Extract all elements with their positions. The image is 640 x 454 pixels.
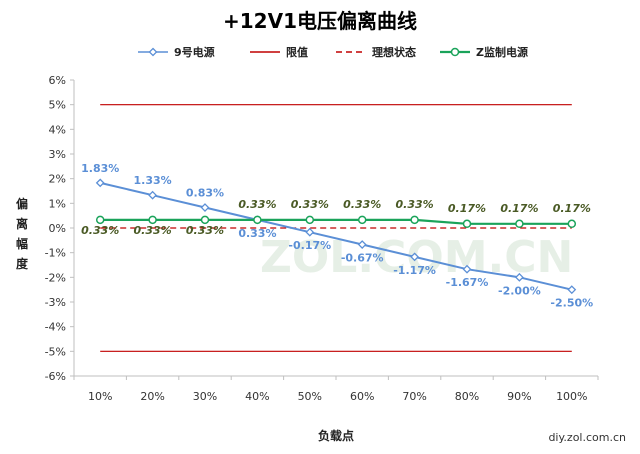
x-tick-label: 40% [245, 390, 269, 403]
x-tick-label: 10% [88, 390, 112, 403]
y-tick-label: -2% [45, 271, 66, 284]
z-series-point [305, 215, 315, 225]
y-axis-title-char: 幅 [16, 236, 28, 251]
z-data-label: 0.33% [396, 198, 434, 211]
y-tick-label: 3% [49, 148, 66, 161]
z-data-label: 0.33% [186, 224, 224, 237]
9hao-series-point [200, 203, 210, 212]
z-series-point [95, 215, 105, 225]
z-data-label: 0.17% [500, 202, 538, 215]
legend-item: Z监制电源 [440, 45, 528, 59]
x-tick-label: 20% [140, 390, 164, 403]
z-data-label: 0.33% [134, 224, 172, 237]
z-data-label: 0.33% [81, 224, 119, 237]
limit-lines [100, 104, 572, 352]
x-tick-label: 50% [298, 390, 322, 403]
y-tick-label: 1% [49, 197, 66, 210]
y-tick-label: -6% [45, 370, 66, 383]
x-tick-label: 30% [193, 390, 217, 403]
chart-title: +12V1电压偏离曲线 [223, 9, 417, 33]
9hao-series-point [410, 252, 420, 262]
legend-item: 理想状态 [336, 45, 416, 59]
9hao-series-point [305, 227, 315, 237]
9hao-series-line [99, 181, 573, 291]
z-series-point [253, 215, 262, 225]
x-tick-label: 60% [350, 390, 374, 403]
y-tick-label: -1% [45, 247, 66, 260]
z-series-point [462, 219, 472, 229]
z-series-point [357, 215, 367, 225]
9hao-data-label: -1.67% [446, 276, 489, 289]
x-tick-label: 70% [402, 390, 426, 403]
9hao-series-point [514, 272, 524, 282]
source-label: diy.zol.com.cn [548, 431, 626, 444]
9hao-data-label: 1.83% [81, 162, 119, 175]
9hao-series-point [462, 264, 472, 274]
series-9hao [95, 178, 577, 295]
legend-circle-marker [450, 47, 460, 57]
x-axis-title: 负载点 [318, 428, 354, 443]
9hao-data-label: -0.67% [341, 252, 384, 265]
series-z [95, 215, 577, 229]
axes: -6% -5% -4% -3% -2% -1% 0% 1% 2% 3% 4% 5% 6% 10% 20% 30… [45, 74, 599, 403]
y-tick-label: 0% [49, 222, 66, 235]
data-labels: 1.83% 1.33% 0.83% 0.33% -0.17% -0.67% -1.17% -1… [81, 162, 593, 310]
y-axis-title-char: 离 [16, 216, 28, 231]
y-tick-label: -4% [45, 321, 66, 334]
x-tick-label: 100% [556, 390, 587, 403]
z-data-label: 0.33% [343, 198, 381, 211]
9hao-series-point [567, 285, 577, 295]
z-series-point [410, 215, 419, 225]
9hao-data-label: 0.33% [238, 227, 276, 240]
legend: 9号电源 限值 理想状态 Z监制电源 [138, 45, 528, 59]
9hao-data-label: -0.17% [288, 239, 331, 252]
z-data-label: 0.17% [448, 202, 486, 215]
z-data-label: 0.17% [553, 202, 591, 215]
legend-label: 限值 [286, 45, 308, 59]
9hao-data-label: -1.17% [393, 264, 436, 277]
legend-diamond-marker [148, 47, 158, 57]
y-axis-title-char: 偏 [16, 196, 28, 211]
y-axis-title-char: 度 [16, 256, 29, 271]
y-tick-label: 6% [49, 74, 66, 87]
x-axis-label: 负载点 [318, 428, 354, 443]
legend-label: 9号电源 [174, 45, 215, 59]
z-series-point [515, 219, 524, 229]
z-series-point [148, 215, 157, 225]
z-data-label: 0.33% [238, 198, 276, 211]
z-series-point [567, 219, 577, 229]
legend-label: Z监制电源 [476, 45, 528, 59]
legend-item: 限值 [250, 45, 308, 59]
x-tick-label: 80% [455, 390, 479, 403]
9hao-data-label: -2.00% [498, 284, 541, 297]
x-tick-label: 90% [507, 390, 531, 403]
9hao-data-label: 1.33% [134, 174, 172, 187]
9hao-series-point [95, 178, 105, 188]
z-data-label: 0.33% [291, 198, 329, 211]
9hao-data-label: -2.50% [550, 297, 593, 310]
9hao-data-label: 0.83% [186, 187, 224, 200]
9hao-series-point [357, 240, 367, 249]
y-tick-label: -3% [45, 296, 66, 309]
y-tick-label: -5% [45, 345, 66, 358]
y-tick-label: 4% [49, 123, 66, 136]
legend-item: 9号电源 [138, 45, 215, 59]
z-series-point [200, 215, 210, 225]
legend-label: 理想状态 [372, 45, 416, 59]
z-series-line [100, 218, 572, 225]
9hao-series-point [148, 190, 158, 200]
y-tick-label: 2% [49, 173, 66, 186]
y-tick-label: 5% [49, 99, 66, 112]
